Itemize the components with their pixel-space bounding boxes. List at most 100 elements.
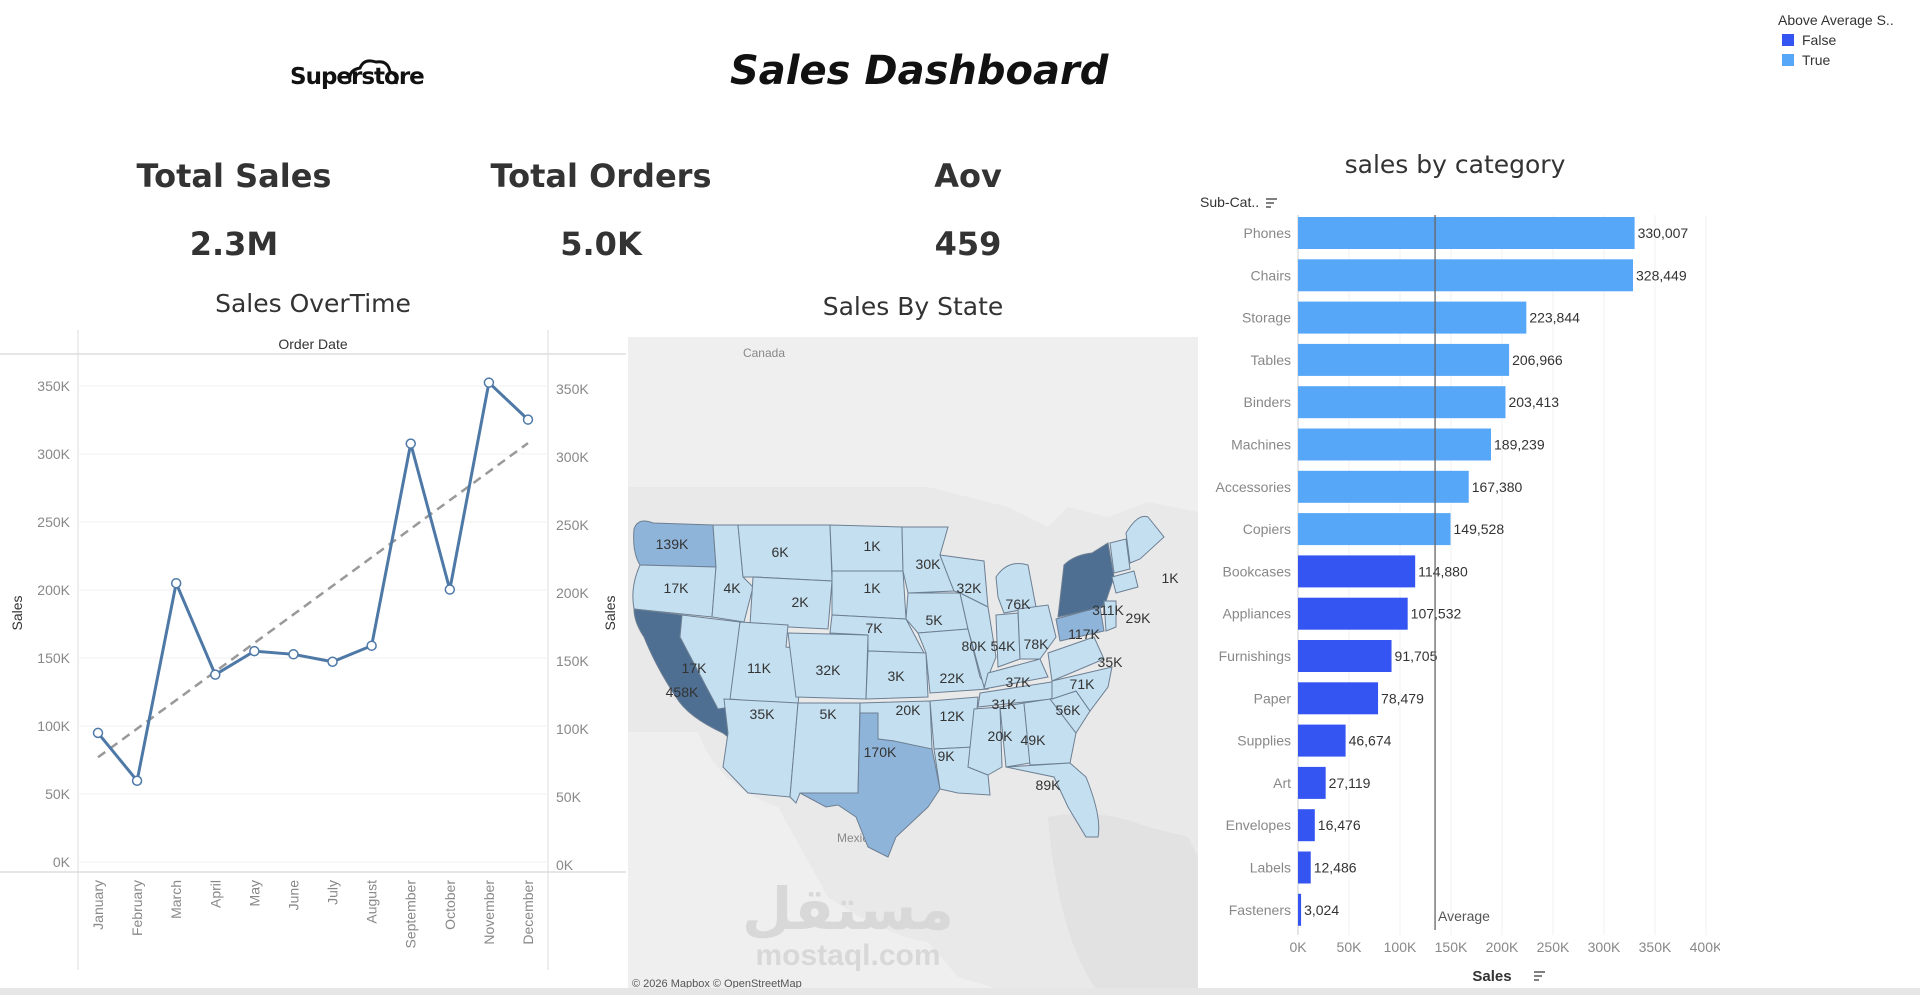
dashboard-title: Sales Dashboard: [730, 48, 1109, 94]
line-point[interactable]: [405, 438, 416, 449]
bar[interactable]: [1298, 513, 1451, 546]
bar-row[interactable]: Bookcases 114,880: [1223, 555, 1468, 588]
bar[interactable]: [1298, 217, 1635, 249]
bar-row[interactable]: Phones 330,007: [1244, 217, 1689, 249]
legend-swatch-true: [1782, 54, 1794, 66]
bar[interactable]: [1298, 301, 1527, 334]
state-ohio[interactable]: [1017, 604, 1057, 660]
bar[interactable]: [1298, 893, 1302, 926]
line-point[interactable]: [522, 414, 534, 425]
row-header-sort-icon[interactable]: [1266, 198, 1277, 208]
sales-over-time-chart[interactable]: Order Date Sales Sales 0K 50K 100K 150K 200K…: [0, 330, 626, 970]
legend-item-true[interactable]: True: [1782, 52, 1894, 68]
bar-value-label: 167,380: [1472, 479, 1523, 495]
logo-text: Superstore: [290, 64, 425, 90]
bar-value-label: 107,532: [1411, 606, 1462, 622]
state-massachusetts[interactable]: [1111, 570, 1139, 594]
line-point[interactable]: [249, 645, 260, 657]
line-point[interactable]: [92, 727, 104, 739]
sales-by-category-chart[interactable]: Sub-Cat.. Phones 330,007 Chairs 328,449 Stor…: [1200, 185, 1720, 985]
state-label-nevada: 17K: [682, 660, 708, 676]
state-label-new-york: 311K: [1092, 602, 1124, 618]
line-chart-ytick-right: 100K: [556, 721, 589, 737]
state-new-hampshire-vermont[interactable]: [1109, 538, 1131, 574]
bar-row[interactable]: Paper 78,479: [1254, 682, 1424, 715]
state-mississippi[interactable]: [967, 706, 1003, 776]
state-label-pennsylvania: 117K: [1068, 626, 1100, 642]
bar[interactable]: [1298, 724, 1346, 757]
trend-line: [97, 442, 529, 759]
bar-row[interactable]: Tables 206,966: [1251, 343, 1563, 376]
bar[interactable]: [1298, 343, 1510, 376]
state-north-carolina[interactable]: [1051, 666, 1113, 712]
line-point[interactable]: [327, 656, 338, 668]
bar[interactable]: [1298, 428, 1492, 461]
state-kentucky[interactable]: [983, 658, 1049, 690]
line-point[interactable]: [483, 377, 495, 388]
sales-by-state-map[interactable]: Canada Mexico: [628, 337, 1198, 992]
state-label-ohio: 78K: [1024, 636, 1050, 652]
state-oregon[interactable]: [632, 564, 717, 618]
state-virginia[interactable]: [1047, 636, 1105, 682]
xlabel-sort-icon[interactable]: [1534, 971, 1545, 981]
bar[interactable]: [1298, 386, 1506, 419]
bar-row[interactable]: Labels 12,486: [1250, 851, 1357, 884]
bar-row[interactable]: Storage 223,844: [1242, 301, 1580, 334]
legend-item-false[interactable]: False: [1782, 32, 1894, 48]
state-label-louisiana: 9K: [937, 748, 955, 764]
state-kansas[interactable]: [865, 650, 929, 700]
bar-chart-row-header[interactable]: Sub-Cat..: [1200, 194, 1259, 210]
bar-row[interactable]: Appliances 107,532: [1223, 597, 1462, 630]
bar[interactable]: [1298, 259, 1634, 292]
bar-chart-xtick: 250K: [1537, 939, 1570, 955]
bar-category-label: Binders: [1244, 394, 1291, 410]
bar-category-label: Chairs: [1251, 267, 1291, 283]
bar[interactable]: [1298, 809, 1315, 842]
line-point[interactable]: [444, 584, 456, 595]
line-chart-xtick: September: [403, 880, 419, 949]
state-texas[interactable]: [799, 712, 941, 858]
bar-chart-xlabel[interactable]: Sales: [1472, 968, 1511, 985]
bar-row[interactable]: Furnishings 91,705: [1219, 640, 1438, 672]
state-label-alabama: 20K: [988, 728, 1014, 744]
bar-row[interactable]: Copiers 149,528: [1243, 513, 1505, 546]
bar[interactable]: [1298, 640, 1392, 672]
state-nevada[interactable]: [679, 614, 741, 710]
bar-row[interactable]: Machines 189,239: [1231, 428, 1545, 461]
bar[interactable]: [1298, 766, 1326, 799]
bar[interactable]: [1298, 597, 1408, 630]
state-michigan[interactable]: [995, 563, 1037, 614]
state-maine[interactable]: [1125, 515, 1165, 564]
state-wyoming[interactable]: [749, 576, 833, 630]
state-label-arkansas: 12K: [940, 708, 966, 724]
bottom-scroll-bar[interactable]: [0, 988, 1920, 995]
bar-row[interactable]: Fasteners 3,024: [1229, 893, 1340, 926]
bar-row[interactable]: Envelopes 16,476: [1226, 809, 1361, 842]
line-point[interactable]: [288, 649, 299, 660]
gulf-caribbean: [1048, 813, 1198, 992]
state-new-jersey[interactable]: [1103, 600, 1117, 632]
bar-row[interactable]: Supplies 46,674: [1237, 724, 1392, 757]
line-chart-xtick: March: [168, 880, 184, 919]
state-label-new-mexico: 5K: [819, 706, 837, 722]
bar[interactable]: [1298, 851, 1311, 884]
bar[interactable]: [1298, 470, 1469, 503]
bar-row[interactable]: Art 27,119: [1273, 766, 1371, 799]
line-chart-xtick: November: [481, 880, 497, 945]
bar[interactable]: [1298, 555, 1416, 588]
bar-row[interactable]: Binders 203,413: [1244, 386, 1560, 419]
bar-row[interactable]: Chairs 328,449: [1251, 259, 1687, 292]
state-georgia[interactable]: [1023, 698, 1077, 766]
state-label-massachusetts: 29K: [1126, 610, 1152, 626]
bar-chart-xtick: 100K: [1384, 939, 1417, 955]
line-point[interactable]: [210, 669, 221, 680]
bar-category-label: Supplies: [1237, 733, 1291, 749]
bar-row[interactable]: Accessories 167,380: [1216, 470, 1523, 503]
bar[interactable]: [1298, 682, 1379, 715]
line-point[interactable]: [366, 640, 377, 651]
line-point[interactable]: [170, 577, 182, 589]
line-point[interactable]: [131, 775, 143, 786]
legend[interactable]: Above Average S.. False True: [1778, 12, 1894, 68]
state-florida[interactable]: [1005, 762, 1100, 838]
state-label-iowa: 5K: [925, 612, 943, 628]
